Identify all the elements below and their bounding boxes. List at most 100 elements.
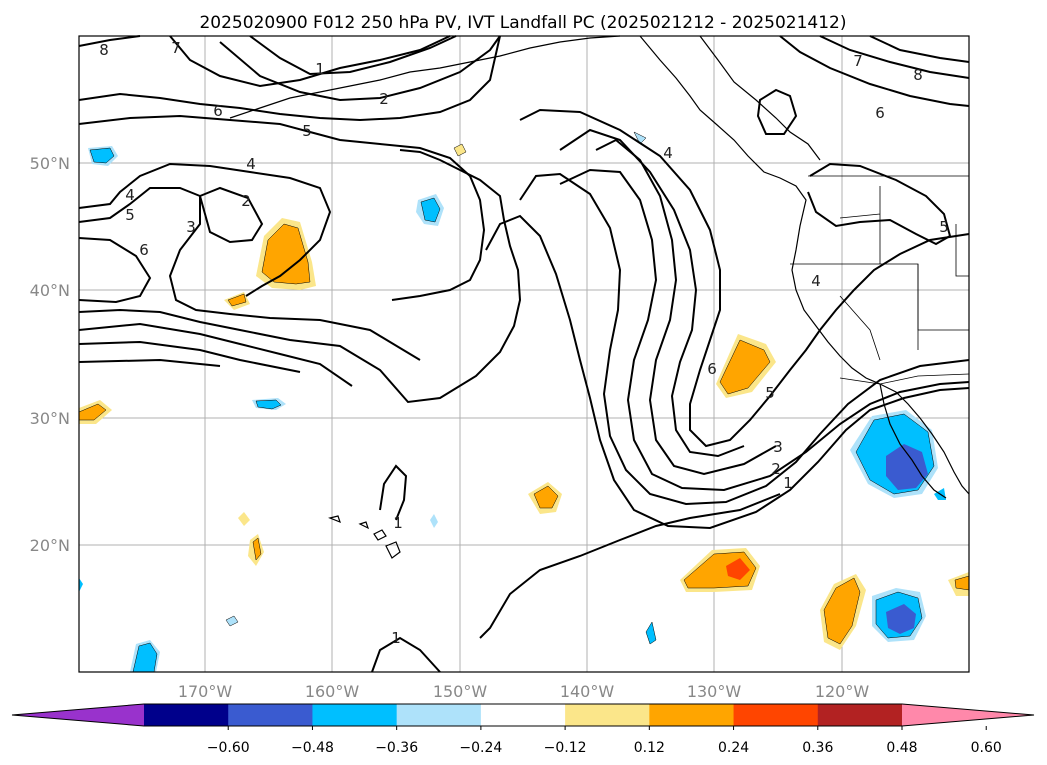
contour-label: 5 bbox=[765, 384, 775, 402]
contour-label: 2 bbox=[241, 192, 251, 210]
contour-5-central bbox=[78, 322, 353, 387]
contour-6-central bbox=[78, 340, 301, 373]
neg-blob-11 bbox=[430, 514, 438, 528]
contour-label: 8 bbox=[913, 66, 923, 84]
contour-5-east-trough bbox=[559, 128, 745, 458]
pos-blob-11 bbox=[238, 512, 250, 526]
colorbar: −0.60 −0.48 −0.36 −0.24 −0.12 0.12 0.24 0.36 0.4… bbox=[11, 703, 1035, 756]
colorbar-tick-label: 0.12 bbox=[634, 740, 665, 756]
pos-blob-6-core bbox=[533, 485, 559, 509]
colorbar-extend-min bbox=[12, 704, 144, 726]
contour-6-west-lobe bbox=[78, 237, 152, 304]
contour-5-east bbox=[807, 162, 952, 246]
colorbar-tick-label: 0.24 bbox=[718, 740, 749, 756]
contour-2-east-trough bbox=[519, 172, 970, 506]
contour-label: 6 bbox=[875, 104, 885, 122]
contour-label: 5 bbox=[302, 122, 312, 140]
lat-label: 20°N bbox=[30, 536, 70, 555]
colorbar-tick-label: −0.12 bbox=[544, 740, 587, 756]
contour-label: 4 bbox=[663, 144, 673, 162]
colorbar-segment bbox=[312, 704, 398, 726]
contour-label: 4 bbox=[125, 186, 135, 204]
contour-label: 2 bbox=[771, 460, 781, 478]
contour-8-northeast bbox=[869, 35, 970, 63]
contour-label: 3 bbox=[773, 438, 783, 456]
coast-hawaii bbox=[328, 515, 401, 559]
pos-blob-3-core bbox=[719, 339, 771, 395]
contour-3-west bbox=[78, 187, 421, 361]
contour-2-west-closed bbox=[198, 186, 264, 244]
lat-label: 50°N bbox=[30, 154, 70, 173]
neg-blob-5-inner bbox=[886, 444, 928, 490]
border-states-2 bbox=[839, 186, 969, 350]
contour-6-north bbox=[78, 35, 501, 122]
contour-label: 7 bbox=[853, 52, 863, 70]
coast-baja bbox=[879, 383, 947, 499]
neg-blob-4 bbox=[633, 131, 647, 145]
colorbar-segment bbox=[565, 704, 650, 726]
contour-label: 1 bbox=[783, 474, 793, 492]
pv-contours bbox=[78, 35, 970, 673]
colorbar-ticks: −0.60 −0.48 −0.36 −0.24 −0.12 0.12 0.24 0.36 0.4… bbox=[207, 726, 1002, 756]
contour-1-east-trough bbox=[485, 214, 970, 530]
colorbar-extend-max bbox=[902, 704, 1034, 726]
border-us-mexico bbox=[839, 295, 970, 385]
neg-blob-10 bbox=[645, 621, 657, 645]
figure-title: 2025020900 F012 250 hPa PV, IVT Landfall… bbox=[199, 13, 846, 33]
coast-north-america bbox=[639, 35, 970, 495]
contour-label: 6 bbox=[139, 241, 149, 259]
contour-1-north bbox=[249, 35, 457, 76]
colorbar-segments bbox=[11, 703, 1035, 727]
contour-label: 6 bbox=[213, 102, 223, 120]
contour-label: 6 bbox=[707, 360, 717, 378]
negative-anomaly-shading bbox=[79, 131, 946, 673]
contour-label: 5 bbox=[939, 218, 949, 236]
map-panel: 8 7 1 2 6 5 4 2 3 4 5 6 7 8 6 4 6 5 3 2 … bbox=[78, 35, 970, 673]
pos-blob-2-core bbox=[227, 293, 247, 307]
contour-label: 1 bbox=[391, 629, 401, 647]
pos-blob-5-core bbox=[823, 577, 861, 645]
colorbar-tick-label: 0.36 bbox=[802, 740, 833, 756]
pos-blob-8-core bbox=[252, 537, 262, 561]
latitude-labels: 50°N 40°N 30°N 20°N bbox=[30, 154, 70, 555]
contour-label: 1 bbox=[393, 514, 403, 532]
contour-4-west bbox=[78, 162, 332, 297]
contour-label: 4 bbox=[811, 272, 821, 290]
lon-label: 170°W bbox=[178, 682, 233, 701]
contour-7-northeast bbox=[819, 35, 970, 79]
colorbar-segment bbox=[649, 704, 735, 726]
pos-blob-1-core bbox=[261, 223, 311, 285]
longitude-labels: 170°W 160°W 150°W 140°W 130°W 120°W bbox=[178, 682, 870, 701]
contour-7-central bbox=[78, 358, 221, 367]
contour-label: 4 bbox=[246, 155, 256, 173]
map-background bbox=[79, 36, 969, 672]
map-frame bbox=[78, 35, 970, 673]
contour-label: 8 bbox=[99, 41, 109, 59]
contour-4-east-trough bbox=[519, 108, 970, 448]
contour-6-northeast bbox=[779, 35, 970, 107]
colorbar-tick-label: 0.48 bbox=[886, 740, 917, 756]
lat-label: 40°N bbox=[30, 281, 70, 300]
lon-label: 160°W bbox=[305, 682, 360, 701]
contour-1-south bbox=[479, 493, 781, 639]
contour-8-west bbox=[78, 35, 141, 47]
neg-blob-9 bbox=[79, 578, 83, 592]
positive-anomaly-shading bbox=[78, 143, 970, 650]
colorbar-segment bbox=[228, 704, 313, 726]
contour-label: 5 bbox=[125, 206, 135, 224]
neg-blob-1-core bbox=[89, 147, 115, 164]
contour-closed-bc bbox=[756, 88, 798, 135]
lat-label: 30°N bbox=[30, 409, 70, 428]
coast-canada-inlets bbox=[699, 35, 821, 161]
colorbar-segment bbox=[396, 704, 482, 726]
lon-label: 140°W bbox=[560, 682, 615, 701]
colorbar-tick-label: 0.60 bbox=[971, 740, 1002, 756]
lon-label: 130°W bbox=[687, 682, 742, 701]
contour-label: 3 bbox=[186, 218, 196, 236]
political-borders bbox=[790, 175, 970, 385]
coastlines bbox=[229, 35, 970, 559]
colorbar-tick-label: −0.60 bbox=[207, 740, 250, 756]
contour-1-hawaii-closed bbox=[379, 464, 408, 521]
neg-blob-12 bbox=[225, 615, 239, 627]
colorbar-segment bbox=[817, 704, 903, 726]
